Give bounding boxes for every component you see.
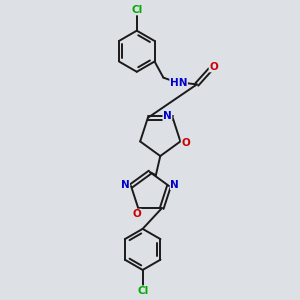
Text: HN: HN [170,78,188,88]
Text: N: N [170,179,179,190]
Text: Cl: Cl [131,4,142,14]
Text: O: O [132,209,141,219]
Text: N: N [163,111,172,121]
Text: O: O [209,62,218,72]
Text: O: O [181,138,190,148]
Text: N: N [121,179,130,190]
Text: Cl: Cl [137,286,148,296]
